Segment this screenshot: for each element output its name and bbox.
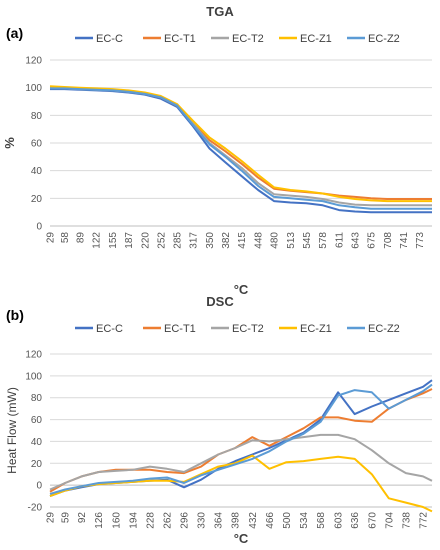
chart0-x-tick-label: 29 bbox=[46, 232, 57, 244]
chart1-legend-label: EC-Z1 bbox=[300, 323, 332, 335]
chart1-x-tick-label: 704 bbox=[384, 512, 395, 529]
chart0-y-tick-label: 20 bbox=[31, 194, 43, 205]
chart1-x-tick-label: 262 bbox=[162, 512, 173, 529]
chart0-x-tick-label: 578 bbox=[318, 232, 329, 249]
chart0-x-tick-label: 545 bbox=[302, 232, 313, 249]
chart0-y-axis-label: % bbox=[2, 137, 17, 149]
chart1-x-tick-label: 296 bbox=[180, 512, 191, 529]
chart0-x-tick-label: 252 bbox=[156, 232, 167, 249]
chart1-x-tick-label: 603 bbox=[334, 512, 345, 529]
chart0-x-tick-label: 448 bbox=[254, 232, 265, 249]
chart1-x-tick-label: 29 bbox=[46, 512, 57, 524]
chart1-series-line-ec-t2 bbox=[49, 433, 433, 491]
chart0-x-axis-label: °C bbox=[234, 282, 249, 297]
chart0-x-tick-label: 643 bbox=[351, 232, 362, 249]
chart0-y-tick-label: 80 bbox=[31, 111, 43, 122]
chart1-x-tick-label: 194 bbox=[128, 512, 139, 529]
chart1-legend-label: EC-T1 bbox=[164, 323, 196, 335]
chart1-x-tick-label: 228 bbox=[145, 512, 156, 529]
chart0-y-tick-label: 60 bbox=[31, 139, 43, 150]
chart0-title: TGA bbox=[206, 4, 234, 19]
chart0-y-tick-label: 120 bbox=[25, 56, 42, 67]
chart1-x-tick-label: 330 bbox=[197, 512, 208, 529]
chart0-x-tick-label: 708 bbox=[383, 232, 394, 249]
chart1-legend-label: EC-T2 bbox=[232, 323, 264, 335]
chart0-legend-label: EC-C bbox=[96, 33, 123, 45]
chart1-panel-label: (b) bbox=[6, 307, 24, 323]
chart1-x-tick-label: 636 bbox=[350, 512, 361, 529]
chart1-x-tick-label: 160 bbox=[111, 512, 122, 529]
chart0-x-tick-label: 675 bbox=[366, 232, 377, 249]
chart0-x-tick-label: 480 bbox=[270, 232, 281, 249]
chart0-x-tick-label: 58 bbox=[60, 232, 71, 244]
chart0-series-line-ec-c bbox=[50, 88, 432, 214]
chart0-y-tick-label: 100 bbox=[25, 83, 42, 94]
chart1-title: DSC bbox=[206, 294, 234, 309]
chart1-x-tick-label: 126 bbox=[94, 512, 105, 529]
chart0-x-tick-label: 773 bbox=[415, 232, 426, 249]
chart1-x-tick-label: 772 bbox=[418, 512, 429, 529]
chart0-x-tick-label: 415 bbox=[237, 232, 248, 249]
chart0-legend-label: EC-Z2 bbox=[368, 33, 400, 45]
chart1-x-tick-label: 364 bbox=[214, 512, 225, 529]
chart1-x-tick-label: 534 bbox=[299, 512, 310, 529]
chart0-legend-label: EC-Z1 bbox=[300, 33, 332, 45]
chart1-y-tick-label: 40 bbox=[31, 437, 43, 448]
chart0-x-tick-label: 285 bbox=[173, 232, 184, 249]
chart1-x-tick-label: 59 bbox=[61, 512, 72, 524]
chart1-y-tick-label: 100 bbox=[25, 371, 42, 382]
chart1-y-axis-label: Heat Flow (mW) bbox=[5, 387, 19, 474]
chart0-x-tick-label: 513 bbox=[286, 232, 297, 249]
chart0-series-line-ec-t2 bbox=[49, 86, 432, 207]
chart1-y-tick-label: 80 bbox=[31, 393, 43, 404]
chart1-x-tick-label: 92 bbox=[77, 512, 88, 524]
chart1-x-tick-label: 432 bbox=[248, 512, 259, 529]
chart0-x-tick-label: 741 bbox=[399, 232, 410, 249]
chart1-x-tick-label: 738 bbox=[401, 512, 412, 529]
chart0-x-tick-label: 122 bbox=[92, 232, 103, 249]
chart0-legend-label: EC-T1 bbox=[164, 33, 196, 45]
chart1-legend-label: EC-C bbox=[96, 323, 123, 335]
chart0-x-tick-label: 155 bbox=[108, 232, 119, 249]
chart1-series-line-ec-z1 bbox=[49, 454, 433, 513]
chart1-x-tick-label: 670 bbox=[367, 512, 378, 529]
chart1-x-tick-label: 398 bbox=[231, 512, 242, 529]
chart1-x-axis-label: °C bbox=[234, 531, 249, 546]
chart0-x-tick-label: 350 bbox=[205, 232, 216, 249]
chart1-series-line-ec-z2 bbox=[49, 383, 433, 495]
chart0-x-tick-label: 89 bbox=[75, 232, 86, 244]
chart1-x-tick-label: 500 bbox=[282, 512, 293, 529]
chart0-legend-label: EC-T2 bbox=[232, 33, 264, 45]
chart1-x-tick-label: 568 bbox=[316, 512, 327, 529]
chart0-x-tick-label: 187 bbox=[124, 232, 135, 249]
chart1-y-tick-label: 60 bbox=[31, 415, 43, 426]
chart0-y-tick-label: 0 bbox=[36, 222, 42, 233]
chart1-x-tick-label: 466 bbox=[265, 512, 276, 529]
chart1-y-tick-label: 0 bbox=[36, 481, 42, 492]
chart0-x-tick-label: 220 bbox=[140, 232, 151, 249]
chart0-panel-label: (a) bbox=[6, 25, 23, 41]
chart1-y-tick-label: 120 bbox=[25, 350, 42, 361]
chart0-series-line-ec-z2 bbox=[50, 87, 432, 210]
chart0-series-line-ec-z1 bbox=[49, 85, 432, 203]
chart0-x-tick-label: 382 bbox=[221, 232, 232, 249]
chart0-y-tick-label: 40 bbox=[31, 166, 43, 177]
chart1-y-tick-label: 20 bbox=[31, 459, 43, 470]
chart0-x-tick-label: 611 bbox=[335, 232, 346, 248]
chart1-y-tick-label: -20 bbox=[28, 503, 43, 514]
chart1-legend-label: EC-Z2 bbox=[368, 323, 400, 335]
chart0-x-tick-label: 317 bbox=[189, 232, 200, 249]
